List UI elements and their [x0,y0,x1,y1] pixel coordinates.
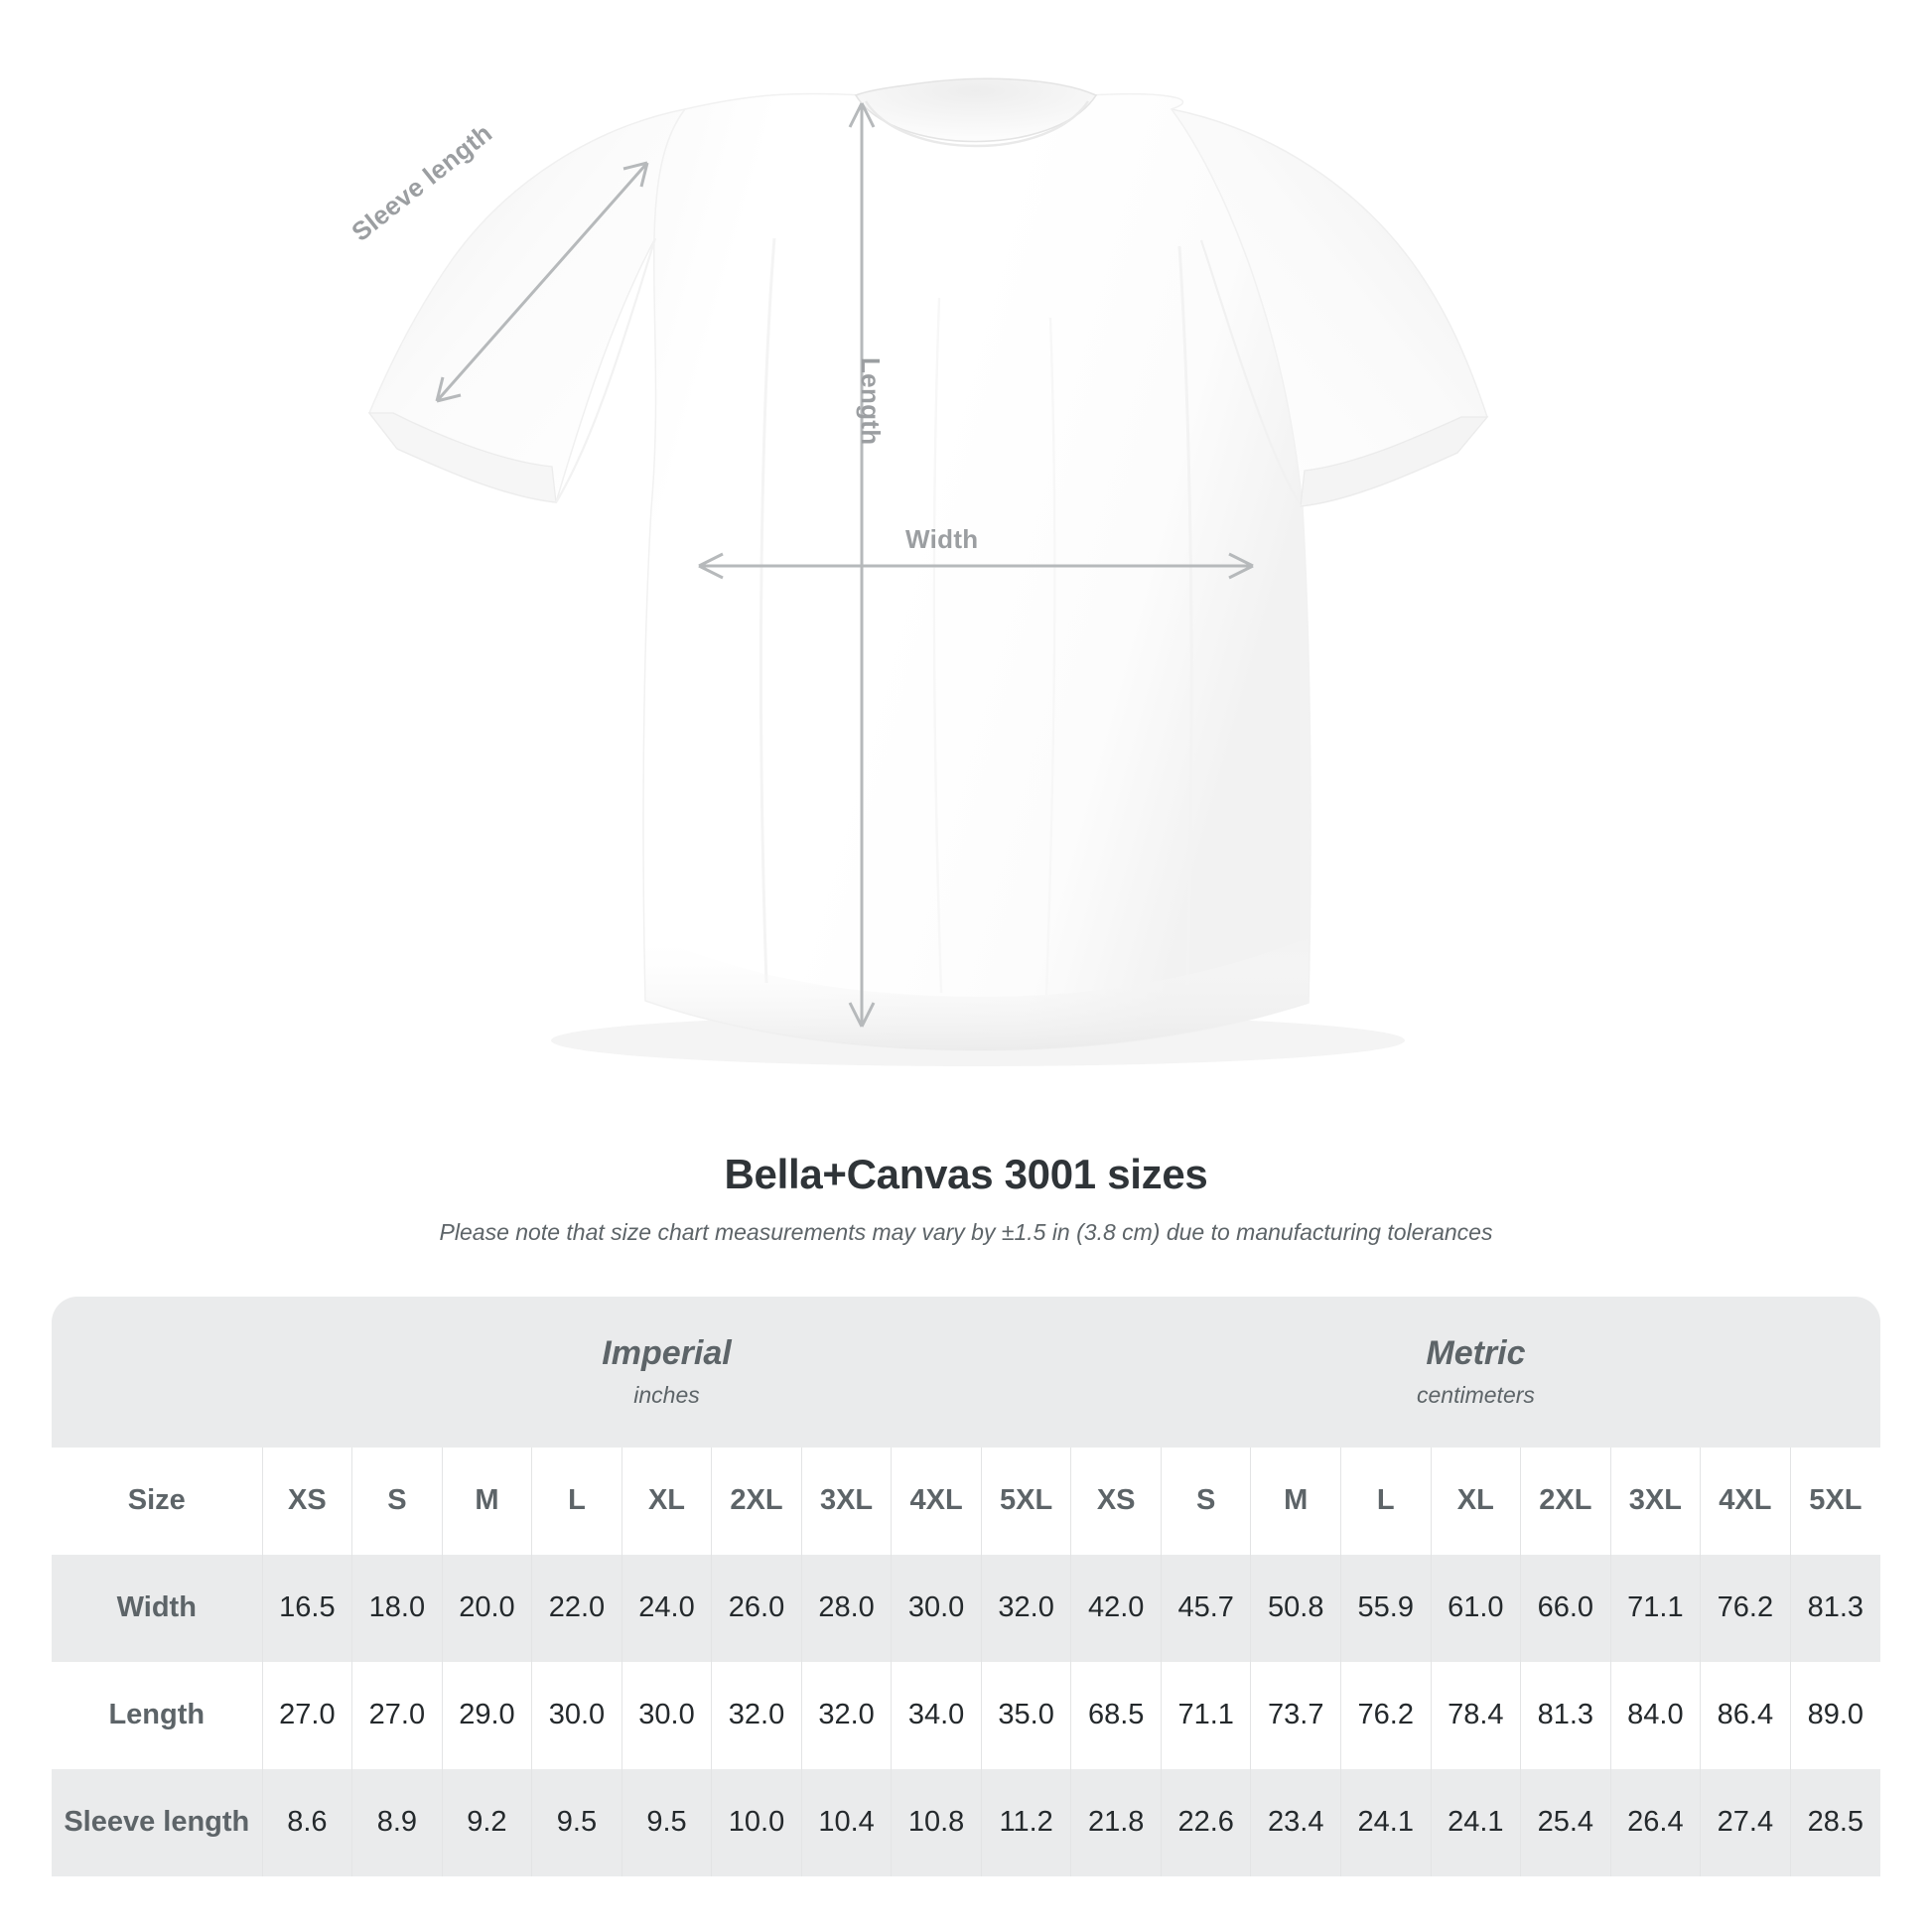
row-label-length: Length [52,1661,263,1769]
tolerance-note: Please note that size chart measurements… [439,1219,1493,1246]
unit-group-header-row: Imperial inches Metric centimeters [52,1296,1880,1448]
cell-width-imperial-l: 22.0 [531,1554,622,1662]
cell-sleeve-length-imperial-s: 8.9 [351,1768,443,1876]
cell-sleeve-length-imperial-3xl: 10.4 [800,1768,892,1876]
cell-sleeve-length-metric-3xl: 26.4 [1609,1768,1701,1876]
cell-width-imperial-4xl: 30.0 [891,1554,982,1662]
cell-length-metric-xl: 78.4 [1430,1661,1521,1769]
size-header-imperial-5xl: 5XL [980,1447,1071,1555]
tshirt-illustration [367,77,1489,1066]
unit-group-unit: centimeters [1417,1381,1535,1408]
unit-group-unit: inches [633,1381,700,1408]
cell-width-imperial-5xl: 32.0 [980,1554,1071,1662]
size-header-imperial-xl: XL [621,1447,712,1555]
length-dimension-label: Length [856,357,886,446]
cell-width-imperial-m: 20.0 [441,1554,532,1662]
cell-length-metric-l: 76.2 [1340,1661,1432,1769]
cell-width-imperial-xs: 16.5 [261,1554,352,1662]
size-header-imperial-m: M [441,1447,532,1555]
cell-sleeve-length-metric-xs: 21.8 [1070,1768,1162,1876]
cell-length-imperial-xl: 30.0 [621,1661,712,1769]
cell-width-metric-xl: 61.0 [1430,1554,1521,1662]
unit-group-imperial: Imperial inches [262,1296,1071,1448]
cell-length-metric-3xl: 84.0 [1609,1661,1701,1769]
cell-sleeve-length-metric-5xl: 28.5 [1789,1768,1880,1876]
cell-width-imperial-2xl: 26.0 [711,1554,802,1662]
cell-sleeve-length-metric-m: 23.4 [1250,1768,1341,1876]
cell-length-imperial-3xl: 32.0 [800,1661,892,1769]
size-header-metric-3xl: 3XL [1609,1447,1701,1555]
unit-group-name: Imperial [602,1334,732,1373]
row-label-sleeve-length: Sleeve length [52,1768,263,1876]
size-header-imperial-s: S [351,1447,443,1555]
size-header-imperial-l: L [531,1447,622,1555]
table-row: Width 16.5 18.0 20.0 22.0 24.0 26.0 28.0 30.0 32.… [52,1554,1880,1662]
cell-length-metric-2xl: 81.3 [1520,1661,1611,1769]
table-row: Sleeve length 8.6 8.9 9.2 9.5 9.5 10.0 10.4 10.8… [52,1768,1880,1876]
cell-sleeve-length-metric-xl: 24.1 [1430,1768,1521,1876]
dimension-lines [435,102,1254,1028]
cell-width-metric-2xl: 66.0 [1520,1554,1611,1662]
cell-sleeve-length-imperial-m: 9.2 [441,1768,532,1876]
cell-width-imperial-3xl: 28.0 [800,1554,892,1662]
size-header-metric-l: L [1340,1447,1432,1555]
unit-header-spacer [52,1296,263,1448]
cell-length-imperial-s: 27.0 [351,1661,443,1769]
cell-width-metric-s: 45.7 [1160,1554,1251,1662]
cell-width-metric-3xl: 71.1 [1609,1554,1701,1662]
size-header-metric-4xl: 4XL [1700,1447,1791,1555]
cell-width-metric-5xl: 81.3 [1789,1554,1880,1662]
cell-sleeve-length-imperial-4xl: 10.8 [891,1768,982,1876]
cell-width-metric-m: 50.8 [1250,1554,1341,1662]
cell-width-metric-4xl: 76.2 [1700,1554,1791,1662]
size-header-metric-s: S [1160,1447,1251,1555]
size-header-metric-m: M [1250,1447,1341,1555]
size-header-metric-2xl: 2XL [1520,1447,1611,1555]
size-header-metric-xs: XS [1070,1447,1162,1555]
cell-length-imperial-l: 30.0 [531,1661,622,1769]
cell-length-metric-5xl: 89.0 [1789,1661,1880,1769]
cell-sleeve-length-imperial-xl: 9.5 [621,1768,712,1876]
width-dimension-label: Width [905,524,979,554]
page-title: Bella+Canvas 3001 sizes [724,1151,1208,1197]
size-header-metric-xl: XL [1430,1447,1521,1555]
row-label-width: Width [52,1554,263,1662]
size-row-label: Size [52,1447,263,1555]
size-header-imperial-xs: XS [261,1447,352,1555]
cell-width-imperial-s: 18.0 [351,1554,443,1662]
size-header-imperial-2xl: 2XL [711,1447,802,1555]
cell-length-metric-s: 71.1 [1160,1661,1251,1769]
size-header-metric-5xl: 5XL [1789,1447,1880,1555]
cell-sleeve-length-imperial-2xl: 10.0 [711,1768,802,1876]
cell-sleeve-length-metric-2xl: 25.4 [1520,1768,1611,1876]
cell-sleeve-length-imperial-5xl: 11.2 [980,1768,1071,1876]
table-row: Length 27.0 27.0 29.0 30.0 30.0 32.0 32.0 34.0 35… [52,1661,1880,1769]
size-chart-table: Imperial inches Metric centimeters Size XS S M L… [52,1296,1880,1876]
cell-sleeve-length-metric-l: 24.1 [1340,1768,1432,1876]
cell-length-imperial-2xl: 32.0 [711,1661,802,1769]
cell-width-imperial-xl: 24.0 [621,1554,712,1662]
cell-width-metric-l: 55.9 [1340,1554,1432,1662]
cell-sleeve-length-imperial-xs: 8.6 [261,1768,352,1876]
size-header-row: Size XS S M L XL 2XL 3XL 4XL 5XL XS S M L XL 2XL 3XL 4XL 5… [52,1447,1880,1555]
cell-length-imperial-m: 29.0 [441,1661,532,1769]
cell-length-imperial-xs: 27.0 [261,1661,352,1769]
cell-sleeve-length-imperial-l: 9.5 [531,1768,622,1876]
tshirt-diagram: Sleeve length Length Width [345,77,1489,1066]
size-header-imperial-3xl: 3XL [800,1447,892,1555]
size-chart-block: Bella+Canvas 3001 sizes Please note that… [0,1112,1932,1876]
size-header-imperial-4xl: 4XL [891,1447,982,1555]
cell-sleeve-length-metric-s: 22.6 [1160,1768,1251,1876]
unit-group-name: Metric [1426,1334,1526,1373]
cell-length-metric-m: 73.7 [1250,1661,1341,1769]
cell-sleeve-length-metric-4xl: 27.4 [1700,1768,1791,1876]
cell-length-imperial-5xl: 35.0 [980,1661,1071,1769]
unit-group-metric: Metric centimeters [1070,1296,1880,1448]
cell-length-metric-4xl: 86.4 [1700,1661,1791,1769]
cell-length-imperial-4xl: 34.0 [891,1661,982,1769]
cell-length-metric-xs: 68.5 [1070,1661,1162,1769]
cell-width-metric-xs: 42.0 [1070,1554,1162,1662]
